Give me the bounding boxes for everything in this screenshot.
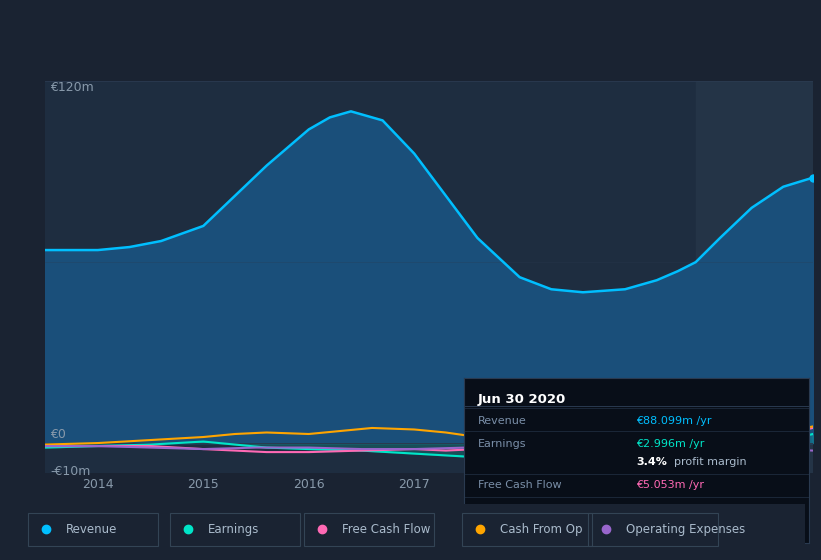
Text: profit margin: profit margin xyxy=(674,458,747,467)
Text: €0: €0 xyxy=(50,428,67,441)
Text: Revenue: Revenue xyxy=(478,416,526,426)
Text: Operating Expenses: Operating Expenses xyxy=(626,522,745,536)
Text: -€10m: -€10m xyxy=(50,465,91,478)
Text: €2.996m /yr: €2.996m /yr xyxy=(636,439,704,449)
Text: Operating Expenses: Operating Expenses xyxy=(478,526,590,536)
Text: Revenue: Revenue xyxy=(66,522,117,536)
Text: Free Cash Flow: Free Cash Flow xyxy=(478,480,562,491)
Text: Jun 30 2020: Jun 30 2020 xyxy=(478,393,566,406)
Text: 3.4%: 3.4% xyxy=(636,458,667,467)
Text: Earnings: Earnings xyxy=(208,522,259,536)
Text: Free Cash Flow: Free Cash Flow xyxy=(342,522,430,536)
Text: €120m: €120m xyxy=(50,81,94,94)
Text: Cash From Op: Cash From Op xyxy=(499,522,582,536)
Text: Cash From Op: Cash From Op xyxy=(478,503,556,514)
Text: €422.000k /yr: €422.000k /yr xyxy=(636,526,714,536)
Text: €5.139m /yr: €5.139m /yr xyxy=(636,503,704,514)
Bar xyxy=(695,81,813,473)
Text: €5.053m /yr: €5.053m /yr xyxy=(636,480,704,491)
Text: Earnings: Earnings xyxy=(478,439,526,449)
Text: €88.099m /yr: €88.099m /yr xyxy=(636,416,712,426)
